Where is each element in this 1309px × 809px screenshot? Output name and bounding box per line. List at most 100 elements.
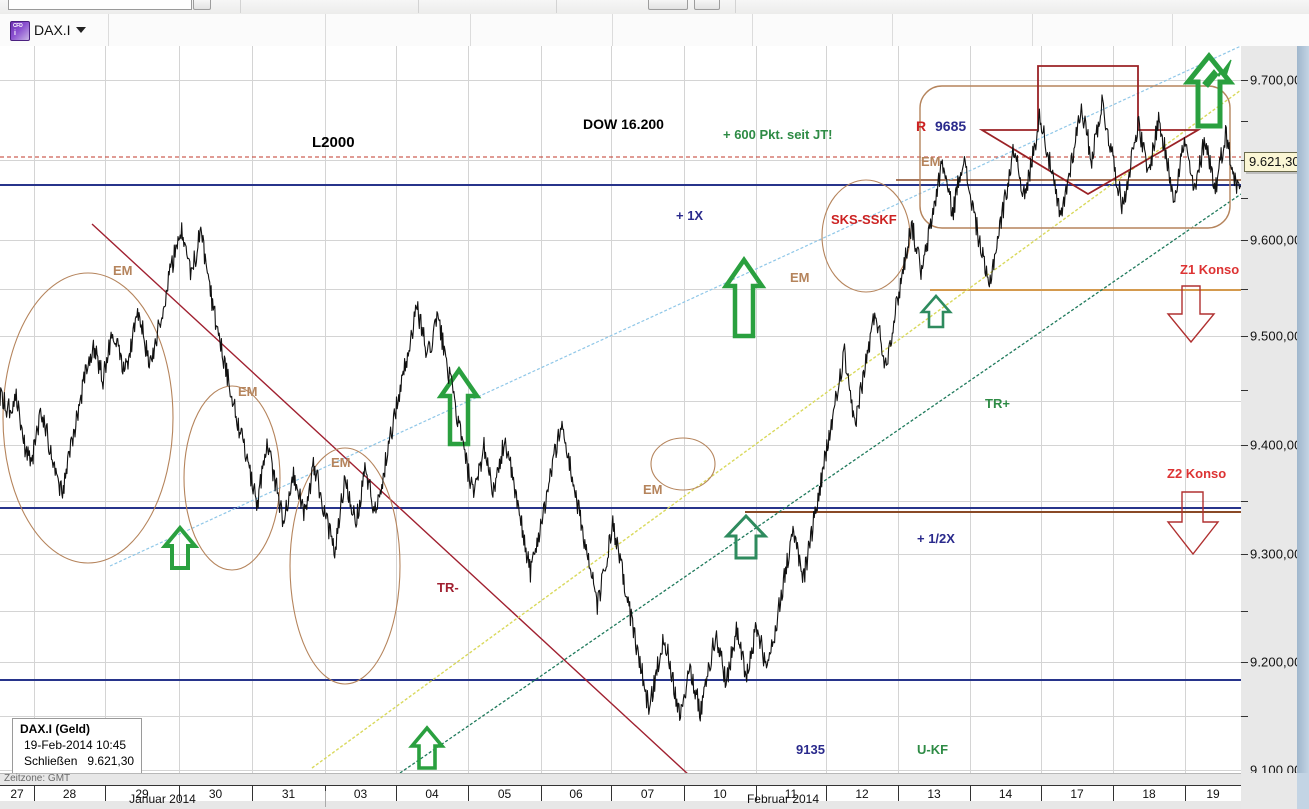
time-axis-cell: 10 <box>684 786 757 802</box>
label-u-kf: U-KF <box>917 742 949 757</box>
timezone-bar: Zeitzone: GMT <box>0 773 1241 786</box>
axis-tick <box>1241 501 1248 502</box>
axis-tick <box>1241 611 1248 612</box>
em-ellipse-2 <box>183 385 281 571</box>
gridline-vertical <box>898 46 899 773</box>
toolbar-text-field[interactable] <box>8 0 192 10</box>
label-plus-1x: + 1X <box>676 208 704 223</box>
gridline-vertical <box>756 46 757 773</box>
current-price-tag: 9.621,30 <box>1244 152 1305 172</box>
cfd-icon: CFD i <box>10 21 30 41</box>
header-cell-8[interactable] <box>1032 14 1173 46</box>
label-em-2: EM <box>238 384 258 399</box>
label-600-pkt: + 600 Pkt. seit JT! <box>723 127 833 142</box>
axis-tick <box>1241 336 1248 337</box>
gridline-horizontal <box>0 336 1241 337</box>
label-tr-plus: TR+ <box>985 396 1010 411</box>
em-ellipse-5 <box>821 179 911 293</box>
green-up-arrow-5 <box>408 725 446 770</box>
y-axis-label: 9.600,00 <box>1250 232 1302 248</box>
time-axis-cell: 05 <box>468 786 542 802</box>
header-cell-5[interactable] <box>612 14 753 46</box>
toolbar-button[interactable] <box>648 0 688 10</box>
gridline-vertical <box>179 46 180 773</box>
label-em-4: EM <box>643 482 663 497</box>
y-axis-label: 9.200,00 <box>1250 654 1302 670</box>
label-r9685-number: 9685 <box>935 118 967 134</box>
green-up-arrow-3 <box>436 366 482 447</box>
chart-plot-area[interactable]: L2000 DOW 16.200 + 600 Pkt. seit JT! R 9… <box>0 46 1242 773</box>
label-tr-minus: TR- <box>437 580 459 595</box>
em-ellipse-3 <box>289 447 401 685</box>
timezone-label: Zeitzone: GMT <box>4 773 71 784</box>
axis-tick <box>1241 554 1248 555</box>
y-axis-label: 9.500,00 <box>1250 328 1302 344</box>
top-toolbar-strip <box>0 0 1309 15</box>
chevron-down-icon[interactable] <box>76 27 86 33</box>
gridline-vertical <box>826 46 827 773</box>
time-axis-cell: 27 <box>0 786 35 802</box>
green-up-arrow-4 <box>160 524 200 570</box>
header-cell-instrument[interactable]: CFD i DAX.I <box>0 14 109 46</box>
label-z1-konso: Z1 Konso <box>1180 262 1240 277</box>
axis-corner-scroll <box>1297 773 1309 809</box>
time-axis-cell: 13 <box>898 786 971 802</box>
gridline-horizontal <box>0 160 1241 161</box>
header-cell-7[interactable] <box>892 14 1033 46</box>
gridline-horizontal <box>0 289 1241 290</box>
label-z2-konso: Z2 Konso <box>1167 466 1227 481</box>
gridline-vertical <box>1041 46 1042 773</box>
toolbar-separator <box>735 0 736 13</box>
label-em-6: EM <box>921 154 941 169</box>
time-axis-cell: 06 <box>541 786 612 802</box>
axis-tick <box>1241 121 1248 122</box>
header-cell-6[interactable] <box>752 14 893 46</box>
red-down-arrow-large <box>978 65 1202 196</box>
axis-tick <box>1241 240 1248 241</box>
toolbar-dropdown-button[interactable] <box>193 0 211 10</box>
header-cell-4[interactable] <box>470 14 613 46</box>
time-axis-cell: 18 <box>1113 786 1186 802</box>
time-axis-cell: 28 <box>34 786 106 802</box>
label-9135: 9135 <box>796 742 825 757</box>
gridline-vertical <box>611 46 612 773</box>
gridline-vertical <box>1185 46 1186 773</box>
header-cell-3[interactable] <box>325 14 471 46</box>
chart-info-box: DAX.I (Geld) 19-Feb-2014 10:45 Schließen… <box>12 718 143 773</box>
header-cell-2[interactable] <box>108 14 326 46</box>
gridline-vertical <box>1113 46 1114 773</box>
time-axis-cell: 04 <box>396 786 469 802</box>
label-em-5: EM <box>790 270 810 285</box>
gridline-horizontal <box>0 501 1241 502</box>
z1-konso-down-arrow <box>1166 285 1216 344</box>
gridline-horizontal <box>0 716 1241 717</box>
axis-tick <box>1241 390 1248 391</box>
month-axis: Januar 2014 Februar 2014 <box>0 791 1242 809</box>
em-ellipse-4 <box>650 437 716 491</box>
green-up-arrow-1 <box>1182 52 1236 129</box>
toolbar-separator <box>418 0 419 13</box>
header-cell-9[interactable] <box>1172 14 1309 46</box>
z2-konso-down-arrow <box>1166 491 1220 556</box>
label-em-3: EM <box>331 455 351 470</box>
time-axis-cell: 07 <box>611 786 685 802</box>
toolbar-button[interactable] <box>694 0 720 10</box>
time-axis-cell: 12 <box>826 786 899 802</box>
instrument-title: DAX.I <box>34 22 71 38</box>
time-axis-cell: 14 <box>970 786 1042 802</box>
toolbar-separator <box>556 0 557 13</box>
month-label: Februar 2014 <box>325 791 1242 807</box>
trendline-light-blue-upper <box>109 46 1241 567</box>
gridline-vertical <box>970 46 971 773</box>
gridline-vertical <box>252 46 253 773</box>
green-up-arrow-6 <box>723 513 769 560</box>
time-axis-cell: 30 <box>179 786 253 802</box>
gridline-vertical <box>105 46 106 773</box>
gridline-horizontal <box>0 240 1241 241</box>
gridline-horizontal <box>0 770 1241 771</box>
time-axis-cell: 03 <box>325 786 397 802</box>
gridline-horizontal <box>0 662 1241 663</box>
gridline-horizontal <box>0 611 1241 612</box>
gridline-horizontal <box>0 80 1241 81</box>
vertical-scrollbar[interactable] <box>1297 46 1309 773</box>
